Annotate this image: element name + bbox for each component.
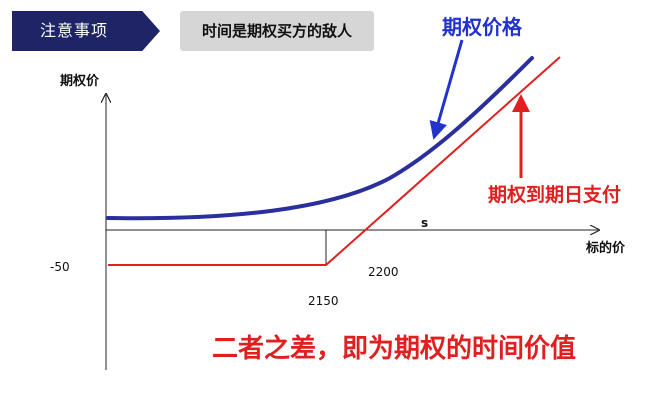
notice-tag: 注意事项	[12, 11, 160, 51]
x-axis-label: 标的价	[585, 240, 626, 256]
tip-box: 时间是期权买方的敌人	[180, 11, 374, 51]
strike-2150-label: 2150	[308, 294, 339, 308]
time-value-conclusion: 二者之差，即为期权的时间价值	[212, 333, 576, 364]
option-price-curve	[106, 56, 534, 221]
option-price-label: 期权价格	[442, 15, 523, 39]
option-price-arrow	[429, 39, 464, 140]
y-axis-label: 期权价	[60, 73, 100, 89]
payoff-label: 期权到期日支付	[488, 183, 621, 206]
breakeven-2200-label: 2200	[368, 265, 399, 279]
s-label: s	[421, 216, 428, 230]
expiry-payoff-line	[108, 56, 561, 266]
minus50-label: -50	[50, 260, 70, 274]
